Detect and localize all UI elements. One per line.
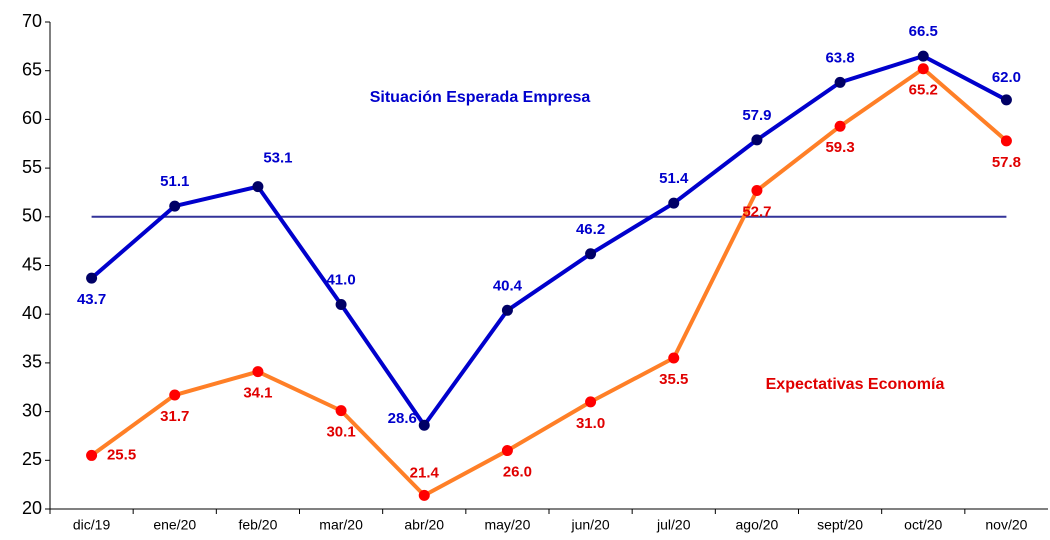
y-tick-label: 35 xyxy=(22,352,42,372)
x-tick-label: feb/20 xyxy=(238,517,277,533)
point xyxy=(1000,135,1012,147)
y-tick-label: 45 xyxy=(22,254,42,274)
data-label: 51.1 xyxy=(160,173,189,190)
point xyxy=(252,181,264,193)
point xyxy=(501,445,513,457)
series-line xyxy=(90,54,1008,428)
data-label: 53.1 xyxy=(263,150,292,167)
x-tick-label: ago/20 xyxy=(736,517,779,533)
x-tick-label: oct/20 xyxy=(904,517,942,533)
data-label: 57.9 xyxy=(742,107,771,124)
point xyxy=(585,396,597,408)
point xyxy=(668,352,680,364)
series-name: Expectativas Economía xyxy=(766,376,945,393)
data-label: 28.6 xyxy=(388,410,417,427)
data-label: 66.5 xyxy=(909,23,938,40)
data-label: 62.0 xyxy=(992,69,1021,86)
data-label: 46.2 xyxy=(576,221,605,238)
x-tick-label: nov/20 xyxy=(985,517,1027,533)
data-label: 51.4 xyxy=(659,170,689,187)
x-tick-label: may/20 xyxy=(484,517,530,533)
point xyxy=(917,63,929,75)
point xyxy=(1000,94,1012,106)
data-label: 52.7 xyxy=(742,203,771,220)
data-label: 63.8 xyxy=(825,49,854,66)
data-label: 57.8 xyxy=(992,154,1021,171)
point xyxy=(418,489,430,501)
data-label: 40.4 xyxy=(493,277,523,294)
point xyxy=(501,304,513,316)
point xyxy=(252,366,264,378)
data-label: 26.0 xyxy=(503,464,532,481)
data-label: 31.0 xyxy=(576,415,605,432)
y-tick-label: 30 xyxy=(22,400,42,420)
y-tick-label: 70 xyxy=(22,11,42,31)
point xyxy=(86,272,98,284)
point xyxy=(668,197,680,209)
point xyxy=(335,405,347,417)
x-tick-label: dic/19 xyxy=(73,517,111,533)
x-tick-label: jul/20 xyxy=(656,517,691,533)
data-label: 21.4 xyxy=(410,464,440,481)
y-tick-label: 20 xyxy=(22,498,42,518)
y-tick-label: 50 xyxy=(22,206,42,226)
data-label: 59.3 xyxy=(825,139,854,156)
series-name: Situación Esperada Empresa xyxy=(370,89,591,106)
x-tick-label: jun/20 xyxy=(571,517,610,533)
data-label: 35.5 xyxy=(659,371,688,388)
data-label: 30.1 xyxy=(326,424,355,441)
x-tick-label: ene/20 xyxy=(153,517,196,533)
series-line xyxy=(90,66,1008,498)
x-tick-label: mar/20 xyxy=(319,517,363,533)
y-tick-label: 60 xyxy=(22,108,42,128)
y-tick-label: 40 xyxy=(22,303,42,323)
point xyxy=(917,50,929,62)
data-label: 25.5 xyxy=(107,446,136,463)
data-label: 41.0 xyxy=(326,271,355,288)
point xyxy=(169,200,181,212)
y-tick-label: 25 xyxy=(22,449,42,469)
data-label: 65.2 xyxy=(909,82,938,99)
point xyxy=(86,449,98,461)
data-label: 43.7 xyxy=(77,291,106,308)
point xyxy=(751,134,763,146)
point xyxy=(169,389,181,401)
point xyxy=(751,185,763,197)
point xyxy=(834,76,846,88)
y-tick-label: 55 xyxy=(22,157,42,177)
data-label: 31.7 xyxy=(160,408,189,425)
point xyxy=(418,419,430,431)
point xyxy=(335,298,347,310)
point xyxy=(585,248,597,260)
y-tick-label: 65 xyxy=(22,59,42,79)
point xyxy=(834,120,846,132)
x-tick-label: abr/20 xyxy=(404,517,444,533)
x-tick-label: sept/20 xyxy=(817,517,863,533)
data-label: 34.1 xyxy=(243,385,272,402)
